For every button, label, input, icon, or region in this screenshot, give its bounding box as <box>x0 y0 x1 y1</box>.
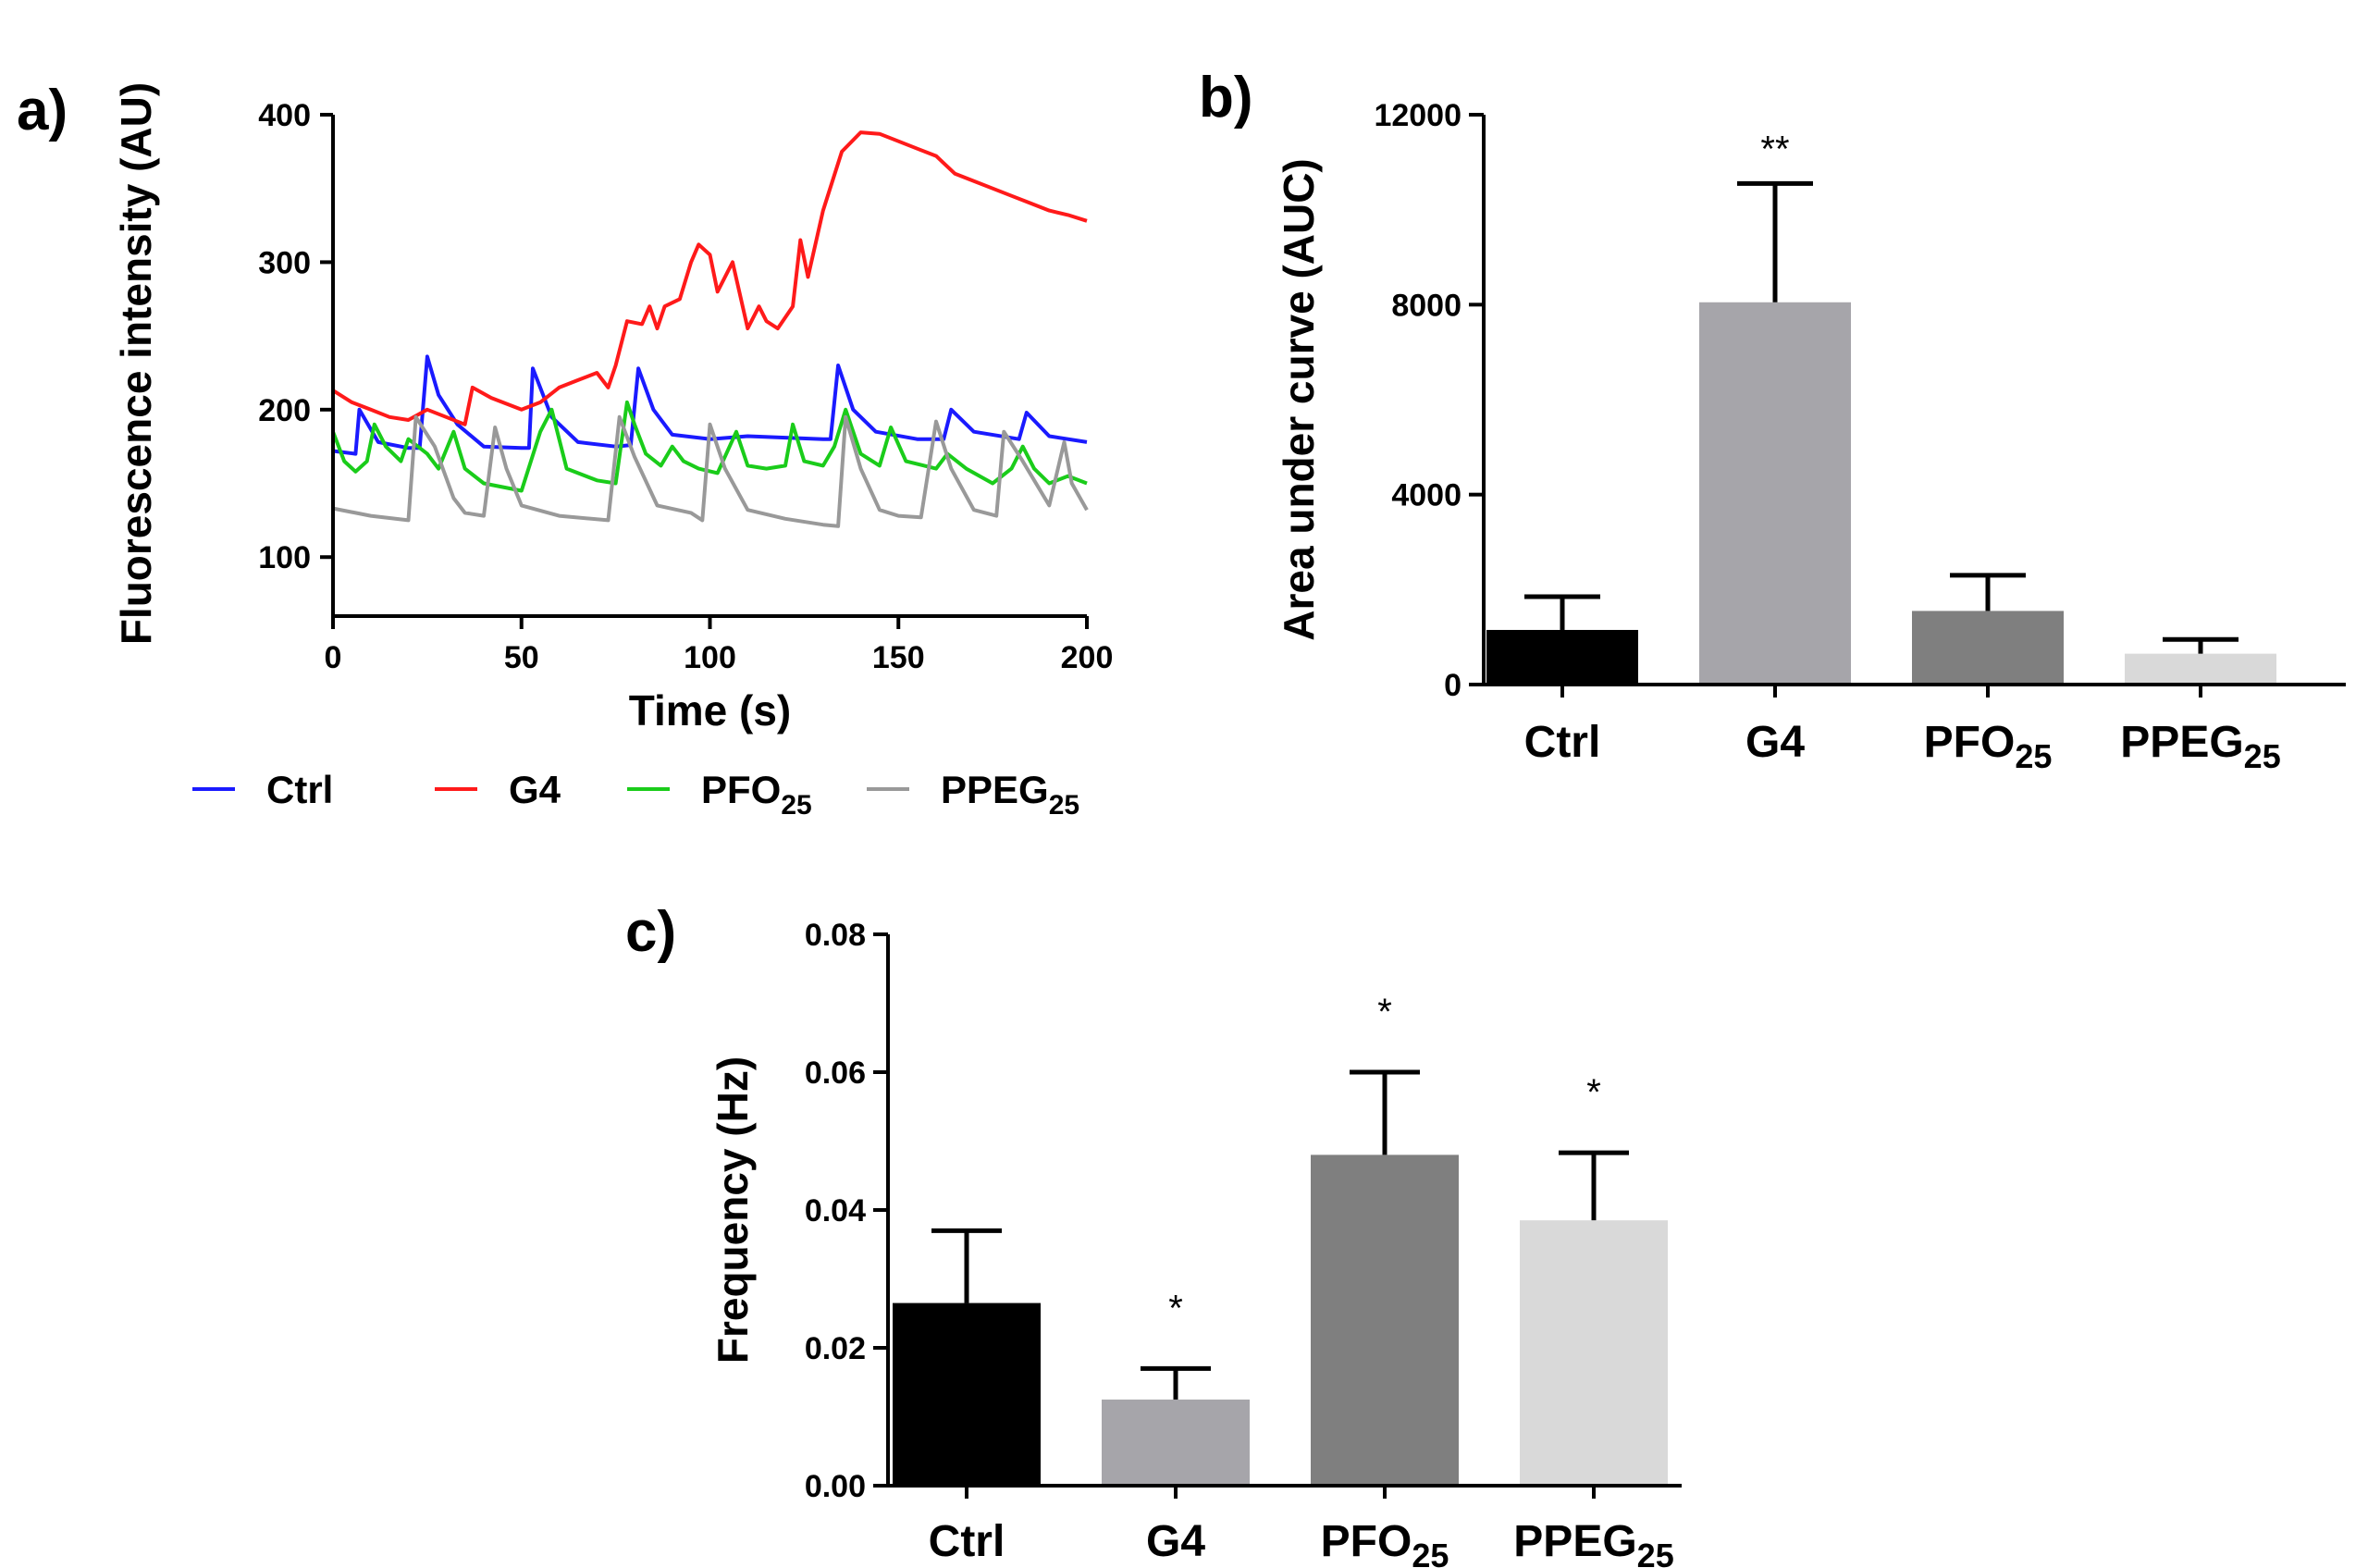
panel-c-y-label: Frequency (Hz) <box>709 1056 757 1364</box>
panel-b-bar-ctrl <box>1486 629 1638 685</box>
panel-c-bar-ppeg <box>1520 1220 1668 1486</box>
panel-c-y-tick-label: 0.06 <box>805 1056 866 1091</box>
panel-b-category-label-main: PFO <box>1924 718 2016 767</box>
panel-c-category-label-main: G4 <box>1146 1517 1205 1566</box>
panel-b-y-tick-label: 8000 <box>1391 288 1462 323</box>
series-line-g4 <box>331 130 1088 426</box>
panel-c-category-label-subscript: 25 <box>1412 1537 1449 1568</box>
panel-a-x-label: Time (s) <box>629 686 792 735</box>
panel-c-category-label: Ctrl <box>929 1517 1005 1566</box>
panel-c-y-tick-label: 0.02 <box>805 1331 866 1366</box>
panel-b-category-label: G4 <box>1745 718 1805 767</box>
panel-c-category-label: PFO25 <box>1321 1517 1449 1568</box>
panel-b-bar-ppeg <box>2125 653 2276 685</box>
legend-label-ctrl: Ctrl <box>266 768 333 811</box>
panel-c-y-tick-label: 0.08 <box>805 918 866 953</box>
panel-b-panel-label: b) <box>1199 66 1253 130</box>
panel-a-label: a) <box>17 79 68 142</box>
panel-c-category-label: G4 <box>1146 1517 1205 1566</box>
panel-a-x-tick-label: 100 <box>684 640 736 675</box>
legend-label-ppeg-subscript: 25 <box>1049 790 1079 821</box>
panel-c-y-tick-label: 0.04 <box>805 1193 866 1228</box>
panel-c-bar-ctrl <box>893 1303 1041 1486</box>
panel-c-panel-label: c) <box>625 900 676 964</box>
panel-a-x-tick-label: 50 <box>504 640 539 675</box>
panel-c-bar-g4 <box>1102 1399 1250 1486</box>
panel-c-category-label: PPEG25 <box>1513 1517 1673 1568</box>
panel-b-category-label-subscript: 25 <box>2015 737 2052 775</box>
panel-c-y-tick-label: 0.00 <box>805 1469 866 1504</box>
panel-b-category-label-main: Ctrl <box>1524 718 1601 767</box>
legend-label-ppeg: PPEG25 <box>941 768 1079 821</box>
panel-c-significance-marker: * <box>1377 992 1392 1032</box>
panel-b-category-label-main: PPEG <box>2120 718 2243 767</box>
legend-label-pfo-main: PFO <box>701 768 781 811</box>
panel-b-category-label-subscript: 25 <box>2244 737 2281 775</box>
panel-b-bar-pfo <box>1912 611 2064 685</box>
panel-c-bar-pfo <box>1311 1154 1459 1486</box>
legend-label-pfo-subscript: 25 <box>781 790 811 821</box>
panel-a-x-tick-label: 200 <box>1061 640 1114 675</box>
panel-b-y-tick-label: 4000 <box>1391 478 1462 513</box>
panel-b-y-label: Area under curve (AUC) <box>1275 158 1323 640</box>
panel-b-category-label-main: G4 <box>1745 718 1805 767</box>
panel-a-y-label: Fluorescence intensity (AU) <box>112 82 160 645</box>
legend-label-ctrl-main: Ctrl <box>266 768 333 811</box>
panel-b-category-label: PFO25 <box>1924 718 2053 775</box>
legend-label-pfo: PFO25 <box>701 768 812 821</box>
panel-a-y-tick-label: 200 <box>258 393 311 428</box>
panel-c-category-label-main: PFO <box>1321 1517 1412 1566</box>
panel-b-significance-marker: ** <box>1760 129 1789 169</box>
panel-a-x-tick-label: 150 <box>872 640 925 675</box>
panel-b-category-label: PPEG25 <box>2120 718 2280 775</box>
panel-b-y-tick-label: 12000 <box>1374 98 1462 133</box>
panel-a-x-tick-label: 0 <box>325 640 342 675</box>
series-line-ppeg <box>332 414 1089 528</box>
panel-b-bar-g4 <box>1699 302 1851 685</box>
panel-b-category-label: Ctrl <box>1524 718 1601 767</box>
legend-label-g4-main: G4 <box>509 768 561 811</box>
panel-b-y-tick-label: 0 <box>1444 668 1462 703</box>
series-line-ctrl <box>332 354 1088 456</box>
panel-c-category-label-main: PPEG <box>1513 1517 1636 1566</box>
legend-label-g4: G4 <box>509 768 561 811</box>
panel-c-significance-marker: * <box>1168 1288 1183 1328</box>
panel-a-y-tick-label: 100 <box>258 540 311 575</box>
panel-c-category-label-main: Ctrl <box>929 1517 1005 1566</box>
panel-c-significance-marker: * <box>1586 1072 1601 1113</box>
panel-c-category-label-subscript: 25 <box>1637 1537 1674 1568</box>
legend-label-ppeg-main: PPEG <box>941 768 1049 811</box>
panel-a-y-tick-label: 400 <box>258 98 311 133</box>
panel-a-y-tick-label: 300 <box>258 245 311 280</box>
